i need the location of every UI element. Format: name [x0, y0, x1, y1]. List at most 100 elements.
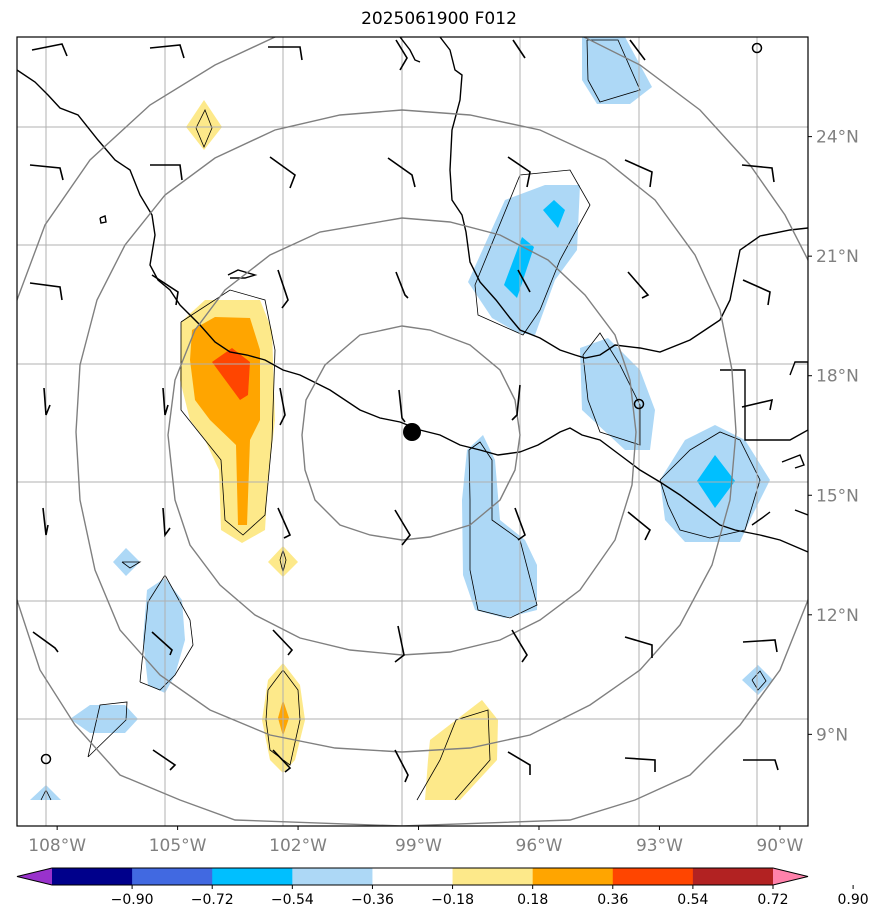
wind-barb	[624, 159, 653, 188]
colorbar-segment	[52, 868, 133, 885]
colorbar-tick-label: −0.54	[271, 892, 314, 908]
calm-wind-markers	[40, 42, 763, 765]
wind-barb	[517, 269, 531, 293]
colorbar: −0.90 −0.72 −0.54 −0.36 −0.18 0.18 0.36 0.54 0.7…	[16, 867, 869, 908]
negative-anomaly-area	[143, 578, 185, 693]
range-rings	[17, 37, 808, 826]
colorbar-tick-label: −0.36	[351, 892, 394, 908]
colorbar-tick-label: 0.72	[757, 892, 788, 908]
wind-barb	[394, 509, 411, 546]
wind-barb	[29, 282, 63, 301]
colorbar-segment	[612, 868, 694, 885]
colorbar-segment	[372, 868, 454, 885]
wind-barb	[149, 44, 185, 59]
lat-tick-label: 12°N	[816, 606, 859, 626]
wind-barb	[507, 751, 531, 775]
colorbar-tick-label: 0.54	[677, 892, 708, 908]
wind-barb	[277, 507, 292, 539]
negative-anomaly-area	[543, 200, 565, 228]
colorbar-tick-label: −0.90	[111, 892, 154, 908]
lon-tick-label: 93°W	[636, 836, 683, 856]
wind-barb	[511, 384, 521, 421]
lat-tick-label: 24°N	[816, 128, 859, 148]
lon-tick-label: 108°W	[28, 836, 86, 856]
wind-barb	[150, 164, 183, 181]
lon-tick-label: 96°W	[516, 836, 563, 856]
colorbar-tick-label: −0.18	[431, 892, 474, 908]
wind-barb	[151, 274, 179, 306]
negative-anomaly-area	[462, 435, 537, 618]
colorbar-segment	[532, 868, 614, 885]
wind-barb	[29, 164, 64, 181]
wind-barb	[742, 639, 778, 653]
wind-barb	[398, 389, 406, 423]
wind-barb	[32, 631, 59, 653]
negative-anomaly-area	[580, 338, 655, 450]
wind-barb	[152, 749, 177, 771]
wind-barbs	[29, 39, 779, 783]
map-frame	[16, 36, 809, 827]
colorbar-segment	[452, 868, 534, 885]
wind-barb	[31, 43, 68, 57]
wind-barb	[624, 636, 653, 658]
negative-anomaly-area	[582, 37, 652, 104]
gridlines	[17, 37, 808, 826]
wind-barb	[394, 749, 409, 783]
colorbar-segment	[212, 868, 293, 885]
wind-barb	[272, 629, 294, 656]
wind-barb	[395, 271, 409, 299]
wind-barb	[268, 46, 303, 61]
wind-barb	[627, 511, 652, 541]
lat-tick-label: 9°N	[816, 725, 848, 745]
coastline	[17, 37, 808, 553]
wind-barb	[511, 629, 528, 663]
wind-barb	[624, 757, 656, 772]
wind-barb	[512, 39, 526, 59]
axis-ticks: 108°W 105°W 102°W 99°W 96°W 93°W 90°W 9°N 12°N 15…	[28, 128, 859, 856]
wind-barb	[743, 759, 779, 771]
positive-anomaly-area	[186, 100, 222, 150]
wind-barb	[629, 39, 646, 61]
wind-barb	[162, 507, 171, 538]
colorbar-tick-label: −0.72	[191, 892, 234, 908]
wind-barb	[272, 749, 292, 773]
map-title: 2025061900 F012	[361, 9, 517, 29]
lon-tick-label: 105°W	[149, 836, 207, 856]
lat-tick-label: 21°N	[816, 247, 859, 267]
wind-barb	[162, 387, 169, 416]
negative-anomaly-area	[504, 237, 534, 298]
colorbar-segment	[132, 868, 213, 885]
lon-tick-label: 102°W	[269, 836, 327, 856]
lat-tick-label: 18°N	[816, 367, 859, 387]
wind-barb	[395, 39, 408, 71]
wind-barb	[742, 279, 771, 306]
wind-barb	[507, 156, 531, 188]
colorbar-tick-label: 0.90	[838, 892, 869, 908]
wind-barb	[151, 631, 173, 656]
colorbar-segment	[692, 868, 774, 885]
wind-barb	[394, 625, 405, 663]
contour-lines	[40, 39, 767, 801]
colorbar-tick-label: 0.18	[517, 892, 548, 908]
lat-tick-label: 15°N	[816, 486, 859, 506]
wind-barb	[741, 398, 774, 411]
wind-barb	[279, 387, 286, 426]
colorbar-extend-high	[773, 868, 808, 885]
wind-barb	[627, 271, 650, 299]
wind-barb	[42, 507, 49, 536]
lon-tick-label: 90°W	[756, 836, 803, 856]
colorbar-outline	[16, 867, 809, 886]
positive-anomaly-area	[425, 700, 498, 800]
wind-barb	[43, 387, 51, 416]
storm-center-marker	[403, 423, 421, 441]
colorbar-tick-label: 0.36	[597, 892, 628, 908]
wind-barb	[277, 269, 289, 309]
wind-barb	[387, 157, 416, 188]
shaded-field	[30, 37, 773, 800]
positive-anomaly-area	[212, 348, 250, 400]
colorbar-extend-low	[17, 868, 52, 885]
colorbar-segment	[292, 868, 373, 885]
lon-tick-label: 99°W	[395, 836, 442, 856]
wind-barb	[269, 156, 296, 189]
